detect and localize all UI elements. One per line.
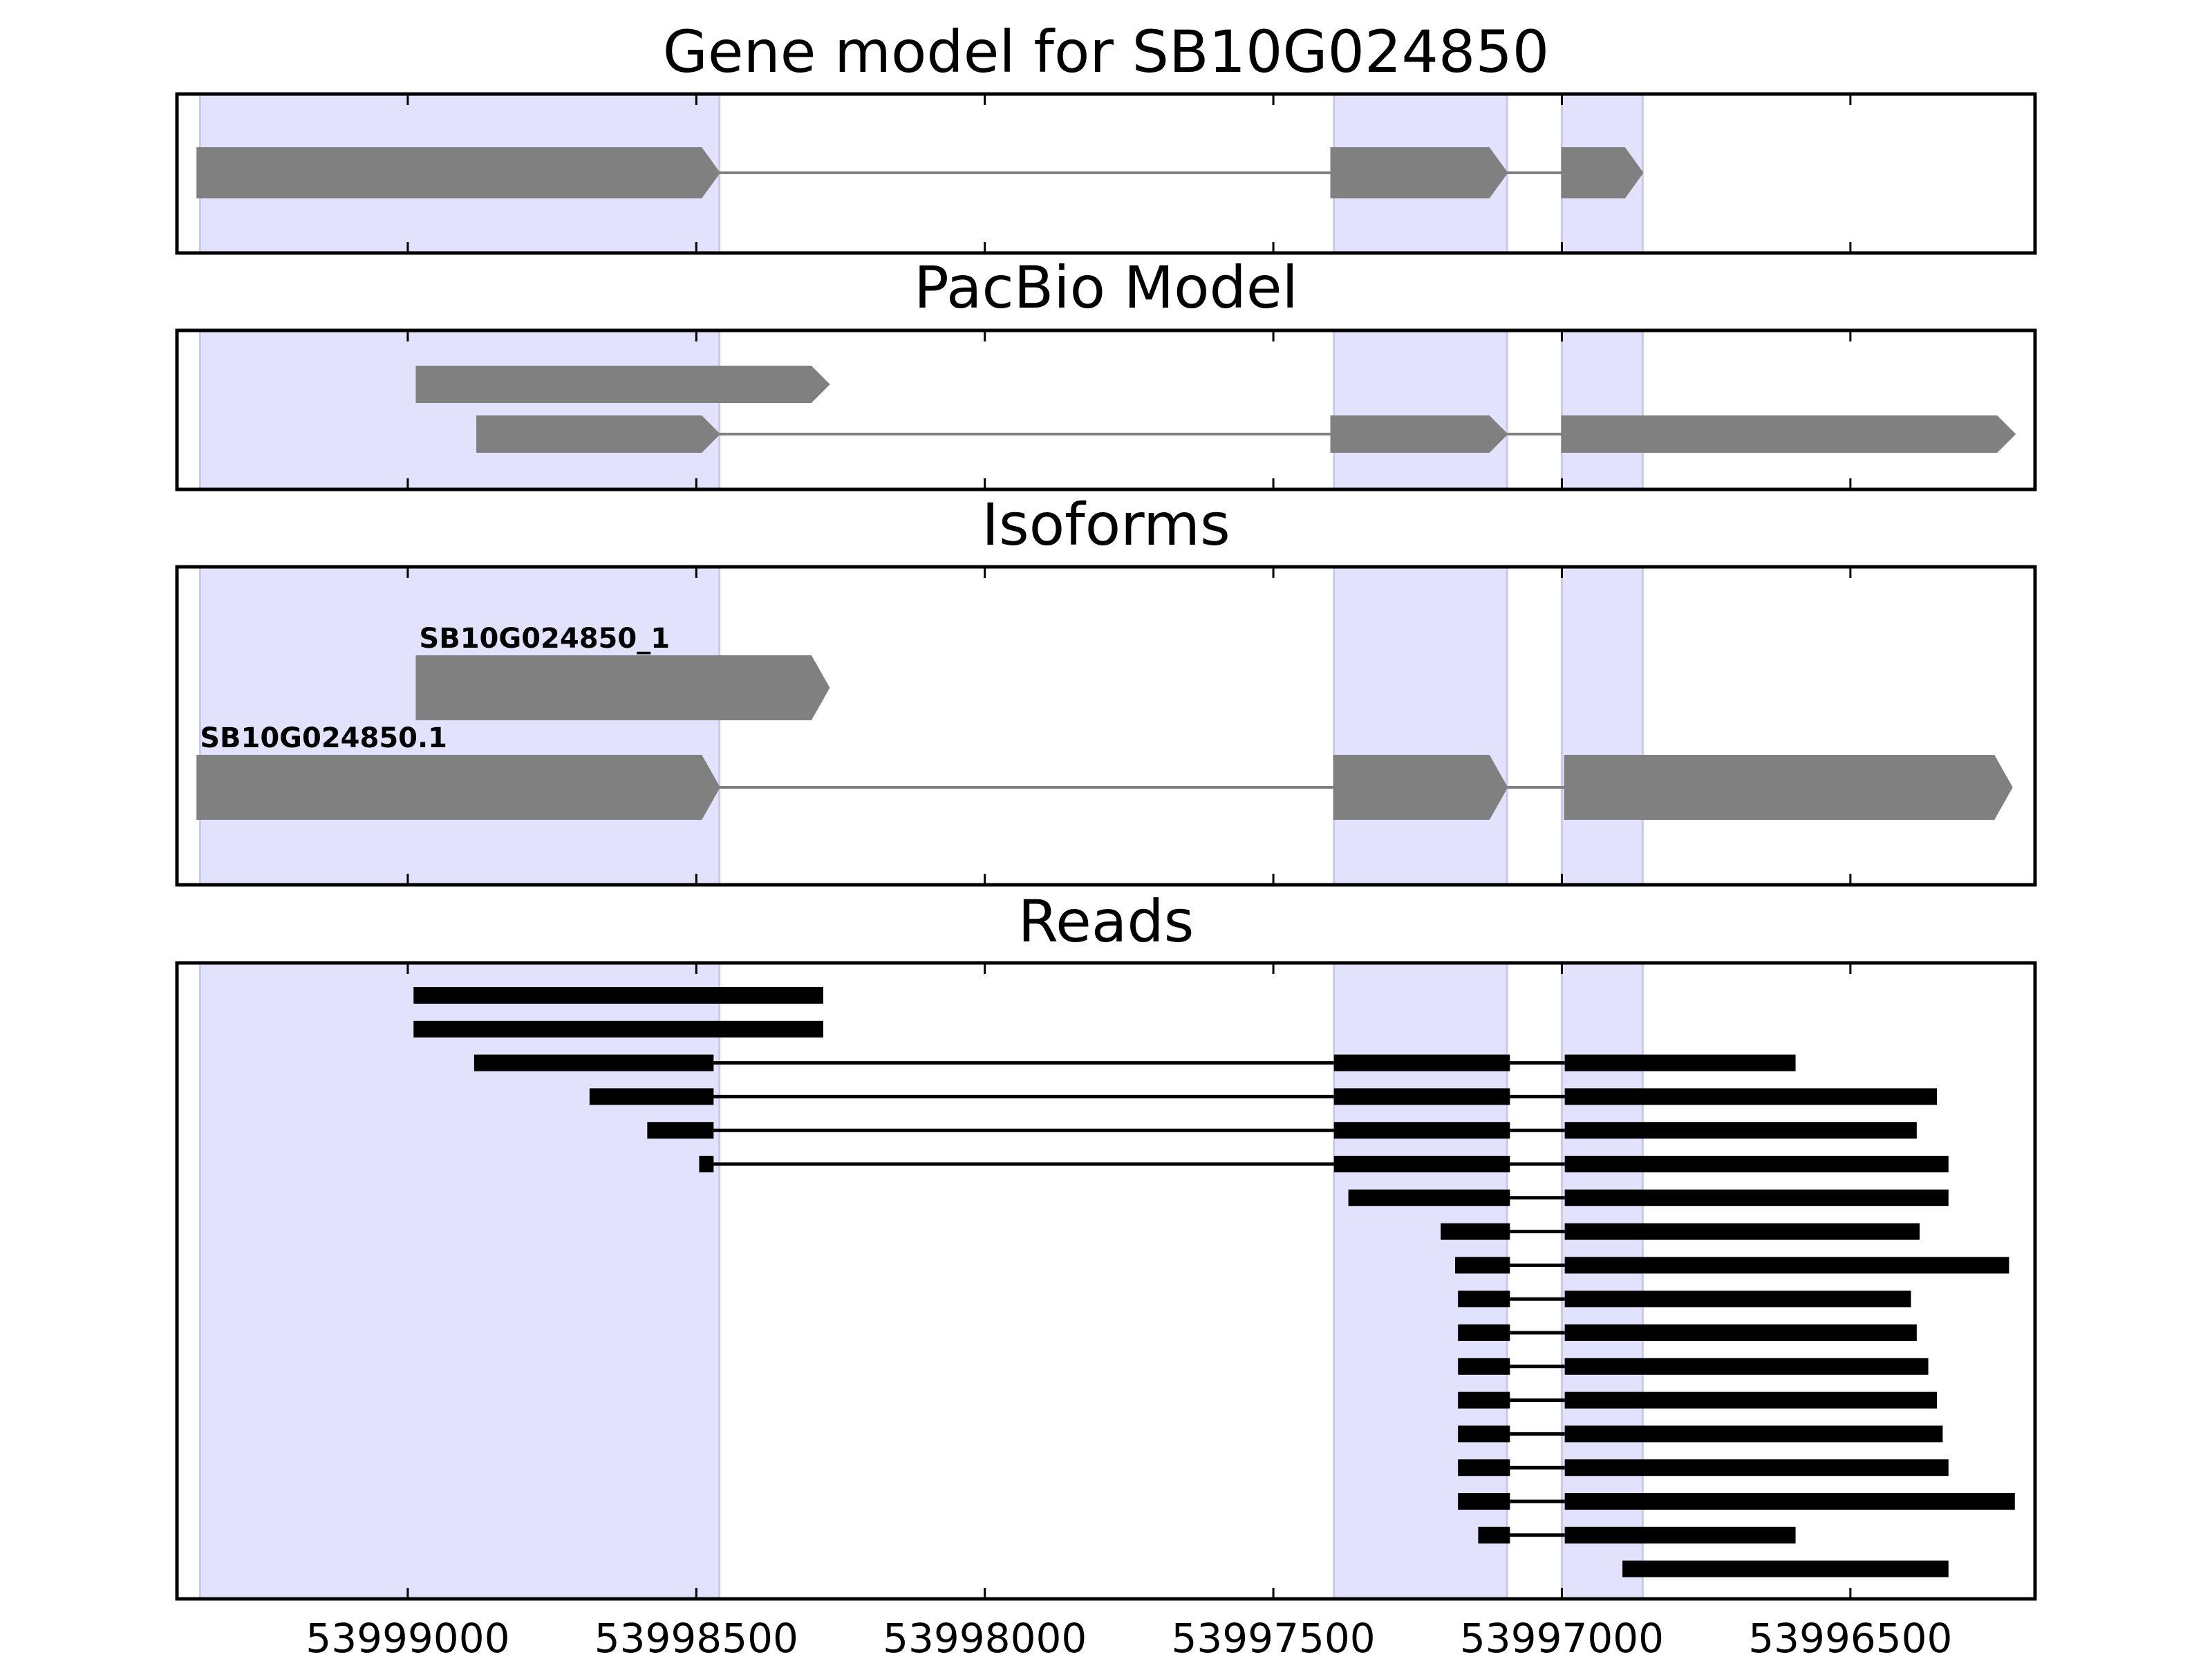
- isoforms-exon-block: [196, 755, 720, 820]
- pacbio-highlight-region: [198, 329, 721, 491]
- read-block: [699, 1156, 714, 1172]
- read-block: [1458, 1291, 1510, 1308]
- isoforms-panel: SB10G024850_1 SB10G024850.1: [175, 565, 2037, 887]
- read-block: [1458, 1459, 1510, 1477]
- isoforms-highlight-region: [1333, 565, 1508, 886]
- read-block: [1458, 1425, 1510, 1443]
- read-block: [1622, 1560, 1949, 1577]
- pacbio-exon-block: [1330, 415, 1508, 453]
- read-block: [1458, 1358, 1510, 1375]
- gene-model-panel: [175, 92, 2037, 255]
- read-block: [1458, 1324, 1510, 1341]
- reads-frame: [175, 961, 2037, 1601]
- isoform-label: SB10G024850_1: [419, 623, 670, 655]
- read-block: [1564, 1526, 1796, 1544]
- read-block: [413, 1020, 823, 1038]
- read-block: [1478, 1526, 1510, 1544]
- reads-panel: [175, 961, 2037, 1601]
- read-block: [1564, 1324, 1917, 1341]
- read-block: [1564, 1358, 1929, 1375]
- isoforms-exon-block: [415, 655, 830, 720]
- isoform-label: SB10G024850.1: [200, 722, 447, 754]
- isoforms-highlight-region: [198, 565, 721, 886]
- isoforms-highlight-region: [1560, 565, 1644, 886]
- read-block: [1564, 1054, 1796, 1071]
- gene_model-exon-block: [1561, 147, 1644, 198]
- read-block: [1348, 1189, 1510, 1206]
- pacbio-model-panel: [175, 328, 2037, 491]
- x-tick-label: 53997500: [1171, 1615, 1375, 1659]
- read-block: [1564, 1223, 1920, 1240]
- pacbio-frame: [175, 328, 2037, 491]
- gene-model-panel-title: Gene model for SB10G024850: [663, 18, 1549, 86]
- read-block: [1564, 1189, 1949, 1206]
- pacbio-highlight-region: [1560, 329, 1644, 491]
- read-block: [1564, 1425, 1943, 1443]
- x-tick-label: 53997000: [1460, 1615, 1664, 1659]
- isoforms-exon-block: [1564, 755, 2013, 820]
- read-block: [589, 1088, 714, 1105]
- pacbio-panel-title: PacBio Model: [914, 254, 1298, 321]
- read-block: [1333, 1088, 1510, 1105]
- x-tick-label: 53999000: [306, 1615, 509, 1659]
- read-block: [1564, 1291, 1911, 1308]
- read-block: [1564, 1156, 1949, 1172]
- read-block: [474, 1054, 714, 1071]
- isoforms-exon-block: [1333, 755, 1508, 820]
- read-block: [1333, 1122, 1510, 1139]
- read-block: [1458, 1493, 1510, 1510]
- x-tick-label: 53998000: [883, 1615, 1087, 1659]
- read-block: [1564, 1088, 1938, 1105]
- isoforms-panel-title: Isoforms: [982, 491, 1230, 559]
- isoforms-frame: [175, 565, 2037, 887]
- read-block: [1455, 1257, 1510, 1274]
- read-block: [1564, 1122, 1917, 1139]
- gene_model-exon-block: [1330, 147, 1508, 198]
- x-tick-label: 53998500: [594, 1615, 798, 1659]
- x-tick-label: 53996500: [1748, 1615, 1952, 1659]
- read-block: [1564, 1391, 1938, 1409]
- pacbio-highlight-region: [1333, 329, 1508, 491]
- pacbio-exon-block: [1561, 415, 2016, 453]
- read-block: [413, 987, 823, 1004]
- reads-panel-title: Reads: [1018, 888, 1194, 955]
- pacbio-exon-block: [476, 415, 721, 453]
- gene_model-exon-block: [196, 147, 720, 198]
- pacbio-exon-block: [415, 366, 830, 403]
- read-block: [1564, 1459, 1949, 1477]
- read-block: [1441, 1223, 1510, 1240]
- read-block: [1333, 1156, 1510, 1172]
- read-block: [1564, 1257, 2009, 1274]
- x-axis-tick-labels: 53999000 53998500 53998000 53997500 53997000…: [306, 1615, 1952, 1659]
- read-block: [1564, 1493, 2015, 1510]
- read-block: [1333, 1054, 1510, 1071]
- read-block: [1458, 1391, 1510, 1409]
- gene_model-frame: [175, 92, 2037, 255]
- read-block: [647, 1122, 714, 1139]
